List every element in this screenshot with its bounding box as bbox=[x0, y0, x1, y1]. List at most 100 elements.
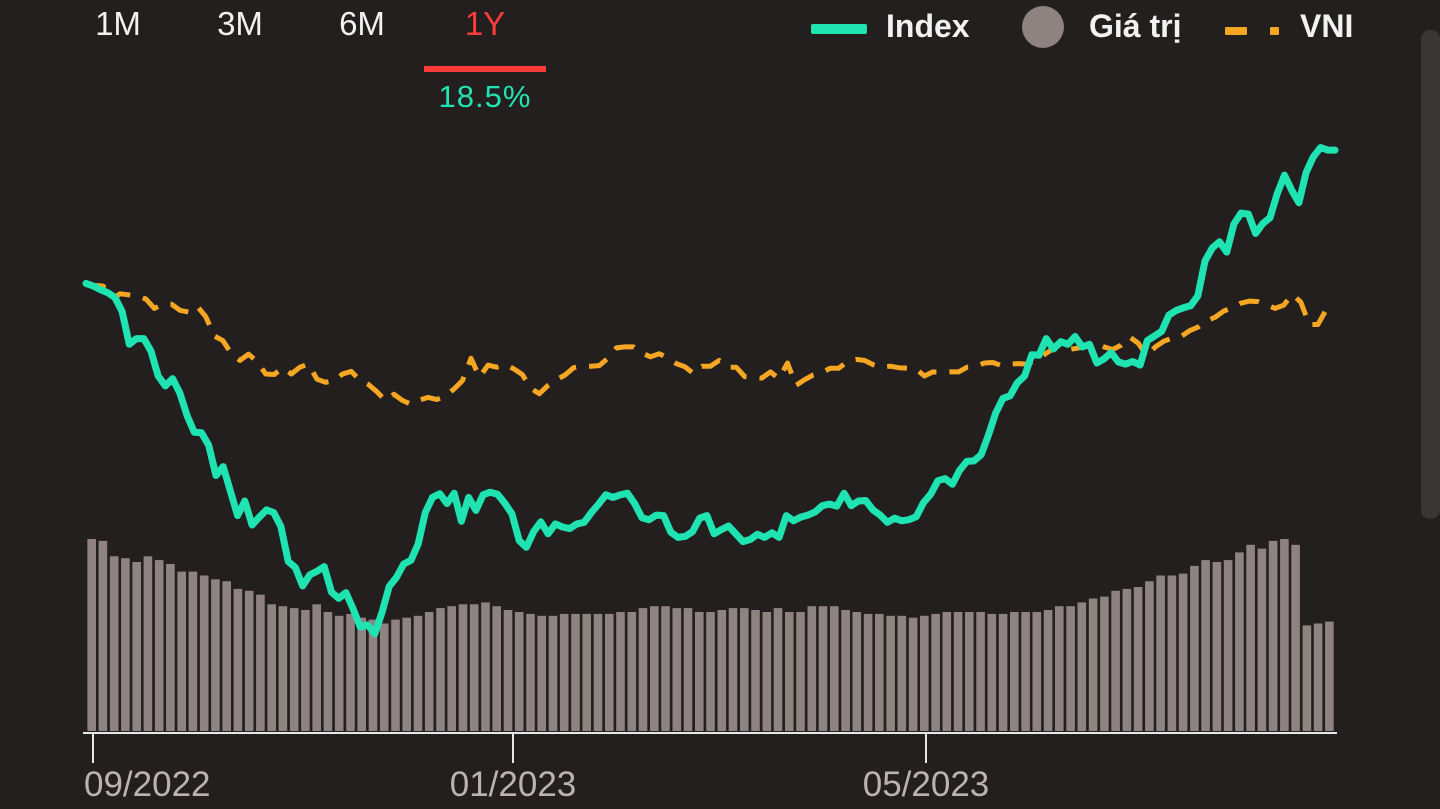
volume-bar bbox=[571, 613, 580, 731]
volume-bar bbox=[661, 606, 670, 731]
volume-bar bbox=[233, 588, 243, 731]
volume-bar bbox=[244, 590, 254, 731]
volume-bar bbox=[976, 612, 985, 731]
volume-bar bbox=[1235, 552, 1244, 731]
volume-bar bbox=[177, 571, 186, 731]
volume-bar bbox=[852, 612, 862, 731]
volume-bar bbox=[481, 602, 490, 731]
volume-bar bbox=[650, 606, 659, 731]
volume-bar bbox=[312, 604, 321, 731]
period-return: 18.5% bbox=[439, 79, 532, 114]
legend-value-label: Giá trị bbox=[1089, 8, 1181, 44]
volume-bar bbox=[728, 608, 738, 731]
volume-bar bbox=[998, 613, 1008, 731]
volume-bar bbox=[695, 612, 704, 731]
volume-bar bbox=[582, 613, 591, 731]
volume-bar bbox=[1302, 625, 1312, 731]
x-tick-label: 05/2023 bbox=[863, 765, 990, 804]
volume-bar bbox=[717, 610, 727, 731]
volume-bar bbox=[1212, 562, 1222, 731]
volume-bar bbox=[526, 613, 535, 731]
volume-bar bbox=[1055, 606, 1064, 731]
volume-bar bbox=[132, 562, 141, 731]
x-tick-label: 01/2023 bbox=[450, 765, 577, 804]
volume-bar bbox=[98, 540, 108, 731]
volume-bar bbox=[1145, 581, 1154, 731]
volume-bar bbox=[638, 608, 648, 731]
volume-bar bbox=[492, 606, 501, 731]
volume-bar bbox=[773, 608, 783, 731]
volume-bar bbox=[1133, 587, 1143, 731]
volume-bar bbox=[1268, 540, 1278, 731]
tab-1m[interactable]: 1M bbox=[95, 5, 141, 42]
volume-bar bbox=[785, 612, 794, 731]
volume-bar bbox=[256, 594, 265, 731]
vni-line bbox=[85, 280, 1337, 407]
volume-bar bbox=[807, 606, 817, 731]
volume-bar bbox=[931, 613, 940, 731]
volume-bar bbox=[537, 615, 546, 731]
volume-bar bbox=[379, 623, 389, 731]
volume-bar bbox=[1111, 590, 1120, 731]
volume-bar bbox=[334, 615, 344, 731]
volume-bar bbox=[199, 575, 209, 731]
volume-bar bbox=[1032, 612, 1042, 731]
volume-bar bbox=[1156, 575, 1165, 731]
volume-bar bbox=[1167, 575, 1177, 731]
volume-bar bbox=[413, 615, 423, 731]
volume-bar bbox=[1021, 612, 1030, 731]
volume-bar bbox=[503, 610, 513, 731]
tab-1y-underline bbox=[424, 66, 546, 72]
volume-bar bbox=[841, 610, 850, 731]
volume-bar bbox=[627, 612, 637, 731]
volume-bar bbox=[447, 606, 456, 731]
volume-bar bbox=[706, 612, 715, 731]
volume-bar bbox=[1201, 560, 1210, 731]
volume-bar bbox=[1100, 596, 1109, 731]
volume-bar bbox=[1313, 623, 1323, 731]
volume-bar bbox=[267, 604, 276, 731]
volume-bar bbox=[942, 612, 952, 731]
tab-6m[interactable]: 6M bbox=[339, 5, 385, 42]
tab-3m[interactable]: 3M bbox=[217, 5, 263, 42]
legend-index-swatch bbox=[811, 24, 867, 34]
x-tick-label: 09/2022 bbox=[84, 765, 211, 804]
volume-bar bbox=[1077, 602, 1087, 731]
volume-bar bbox=[605, 613, 614, 731]
volume-bar bbox=[818, 606, 828, 731]
volume-bar bbox=[469, 604, 479, 731]
volume-bar bbox=[1190, 565, 1199, 731]
legend-index-label: Index bbox=[886, 8, 970, 44]
volume-bar bbox=[1246, 544, 1255, 731]
volume-bar bbox=[154, 560, 164, 731]
plot-lines bbox=[82, 144, 1339, 638]
x-axis: 09/2022 01/2023 05/2023 bbox=[83, 732, 1337, 804]
volume-bar bbox=[953, 612, 963, 731]
scrollbar-thumb[interactable] bbox=[1421, 30, 1440, 519]
volume-bar bbox=[1280, 539, 1289, 731]
volume-bar bbox=[301, 610, 310, 731]
volume-bar bbox=[166, 564, 175, 731]
volume-bar bbox=[1223, 560, 1233, 731]
volume-bar bbox=[1043, 610, 1053, 731]
volume-bar bbox=[424, 612, 434, 731]
volume-bar bbox=[1010, 612, 1019, 731]
volume-bar bbox=[323, 612, 333, 731]
volume-bar bbox=[1066, 606, 1075, 731]
volume-bar bbox=[402, 617, 411, 731]
volume-bar bbox=[121, 558, 130, 731]
volume-bar bbox=[458, 604, 468, 731]
volume-bar bbox=[109, 556, 119, 731]
volume-bar bbox=[762, 612, 772, 731]
volume-bar bbox=[1122, 588, 1132, 731]
volume-bar bbox=[278, 606, 288, 731]
volume-bar bbox=[346, 613, 355, 731]
volume-bar bbox=[1291, 544, 1300, 731]
volume-bar bbox=[875, 613, 884, 731]
tab-1y[interactable]: 1Y bbox=[465, 5, 505, 42]
volume-bars bbox=[87, 539, 1334, 731]
volume-bar bbox=[593, 613, 603, 731]
volume-bar bbox=[616, 612, 625, 731]
volume-bar bbox=[1325, 621, 1334, 731]
